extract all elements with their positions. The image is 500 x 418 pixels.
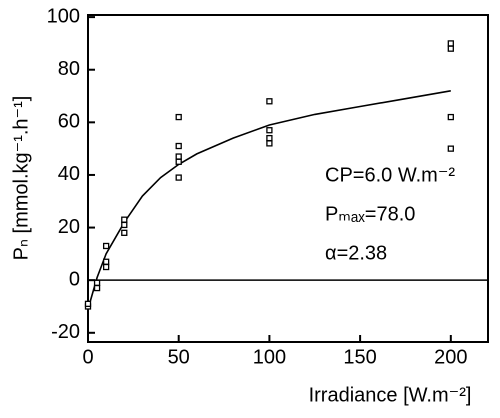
y-tick-label: -20 xyxy=(51,321,80,343)
data-point xyxy=(266,127,273,134)
y-tick-label: 80 xyxy=(58,58,80,80)
x-axis-label: Irradiance [W.m⁻²] xyxy=(309,384,472,406)
data-point xyxy=(266,98,273,105)
y-tick-label: 60 xyxy=(58,111,80,133)
annotation: α=2.38 xyxy=(325,242,387,264)
x-tick-label: 50 xyxy=(168,346,190,368)
data-point xyxy=(175,174,182,181)
data-point xyxy=(447,145,454,152)
data-point xyxy=(266,134,273,142)
data-point xyxy=(175,158,182,165)
data-point xyxy=(121,216,128,223)
y-tick-label: 40 xyxy=(58,163,80,185)
x-tick-label: 0 xyxy=(82,346,93,368)
y-tick-label: 0 xyxy=(69,268,80,290)
data-point xyxy=(175,153,182,160)
data-point xyxy=(93,284,101,292)
data-point xyxy=(93,279,101,286)
data-point xyxy=(266,140,273,147)
data-point xyxy=(102,263,110,271)
data-point xyxy=(121,229,128,236)
data-point xyxy=(447,113,454,121)
fit-curve xyxy=(87,90,451,310)
x-tick-label: 150 xyxy=(343,346,376,368)
data-point xyxy=(102,242,110,250)
data-point xyxy=(102,258,110,265)
data-point xyxy=(84,300,92,308)
data-point xyxy=(447,45,454,52)
x-tick-label: 200 xyxy=(434,346,467,368)
data-point xyxy=(447,40,454,47)
annotation: CP=6.0 W.m⁻² xyxy=(325,164,455,186)
y-tick-label: 20 xyxy=(58,216,80,238)
data-point xyxy=(175,142,182,150)
plot-frame xyxy=(87,14,489,343)
x-tick-label: 100 xyxy=(253,346,286,368)
annotation: Pₘₐₓ=78.0 xyxy=(325,203,415,225)
y-tick-label: 100 xyxy=(47,5,80,27)
y-axis-label: Pₙ [mmol.kg⁻¹.h⁻¹] xyxy=(10,96,32,261)
data-point xyxy=(121,221,128,229)
data-point xyxy=(175,113,182,121)
